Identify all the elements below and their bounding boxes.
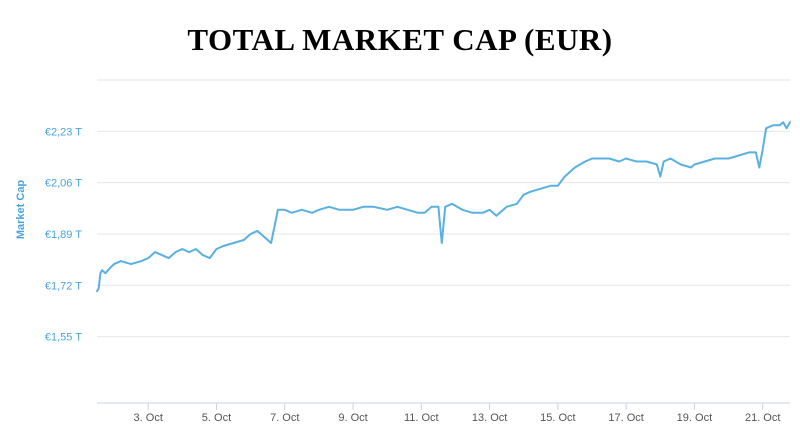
x-tick-label: 19. Oct — [677, 412, 712, 424]
y-tick-label: €2,06 T — [45, 178, 82, 190]
x-tick-label: 17. Oct — [608, 412, 643, 424]
y-tick-label: €1,55 T — [45, 332, 82, 344]
grid-lines — [97, 79, 790, 338]
x-tick-label: 13. Oct — [472, 412, 507, 424]
y-tick-label: €1,89 T — [45, 229, 82, 241]
x-tick-label: 11. Oct — [404, 412, 439, 424]
x-tick-label: 5. Oct — [202, 412, 231, 424]
y-tick-label: €2,23 T — [45, 126, 82, 138]
series-line — [96, 121, 791, 293]
y-axis-label: Market Cap — [15, 180, 27, 240]
y-axis-ticks: €1,55 T €1,72 T €1,89 T €2,06 T €2,23 T — [45, 126, 82, 343]
x-tick-label: 7. Oct — [270, 412, 299, 424]
x-tick-label: 9. Oct — [338, 412, 367, 424]
x-tick-label: 3. Oct — [134, 412, 163, 424]
x-tick-label: 15. Oct — [540, 412, 575, 424]
x-tick-label: 21. Oct — [745, 412, 780, 424]
chart-title: TOTAL MARKET CAP (EUR) — [187, 22, 613, 57]
y-tick-label: €1,72 T — [45, 280, 82, 292]
series-group — [96, 121, 791, 293]
x-axis: 3. Oct 5. Oct 7. Oct 9. Oct 11. Oct 13. Oct 15… — [97, 402, 790, 424]
